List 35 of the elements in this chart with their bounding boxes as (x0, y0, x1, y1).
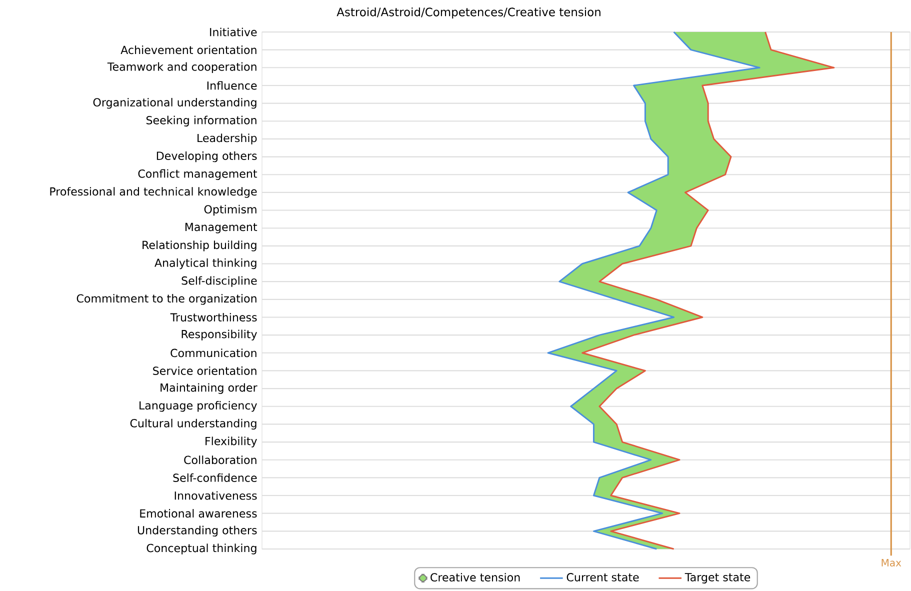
y-tick-label: Trustworthiness (170, 312, 257, 322)
y-tick-label: Responsibility (182, 330, 257, 340)
y-tick-label: Commitment to the organization (76, 294, 256, 305)
y-tick-label: Understanding others (138, 526, 257, 537)
y-tick-label: Cultural understanding (130, 418, 256, 430)
y-tick-label: Influence (207, 81, 257, 90)
y-tick-label: Teamwork and cooperation (107, 62, 256, 74)
y-tick-label: Management (185, 222, 258, 234)
y-tick-label: Communication (170, 348, 256, 358)
y-tick-label: Optimism (204, 204, 256, 216)
y-tick-label: Self-confidence (173, 473, 257, 482)
y-tick-label: Analytical thinking (154, 258, 256, 270)
y-tick-label: Maintaining order (160, 383, 258, 394)
y-tick-label: Developing others (156, 151, 257, 162)
y-tick-label: Achievement orientation (120, 46, 256, 54)
legend-label: Current state (566, 573, 639, 582)
y-tick-label: Emotional awareness (140, 509, 257, 518)
y-tick-label: Initiative (210, 28, 257, 36)
y-tick-label: Collaboration (184, 456, 256, 464)
legend-label: Target state (684, 573, 750, 584)
y-tick-label: Relationship building (142, 240, 256, 252)
ref-line-label: Max (882, 559, 902, 566)
y-tick-label: Conceptual thinking (146, 544, 256, 554)
y-tick-label: Seeking information (146, 116, 256, 126)
y-tick-label: Language proficiency (140, 401, 257, 412)
y-tick-label: Service orientation (153, 366, 256, 375)
y-tick-label: Innovativeness (174, 491, 257, 500)
y-tick-label: Leadership (198, 134, 257, 144)
y-tick-label: Self-discipline (182, 276, 257, 287)
chart-title: Astroid/Astroid/Competences/Creative tension (336, 7, 600, 19)
legend-label: Creative tension (430, 572, 520, 582)
y-tick-label: Professional and technical knowledge (50, 187, 257, 198)
y-tick-label: Conflict management (138, 169, 258, 180)
y-tick-label: Organizational understanding (93, 98, 256, 109)
y-tick-label: Flexibility (206, 436, 257, 448)
